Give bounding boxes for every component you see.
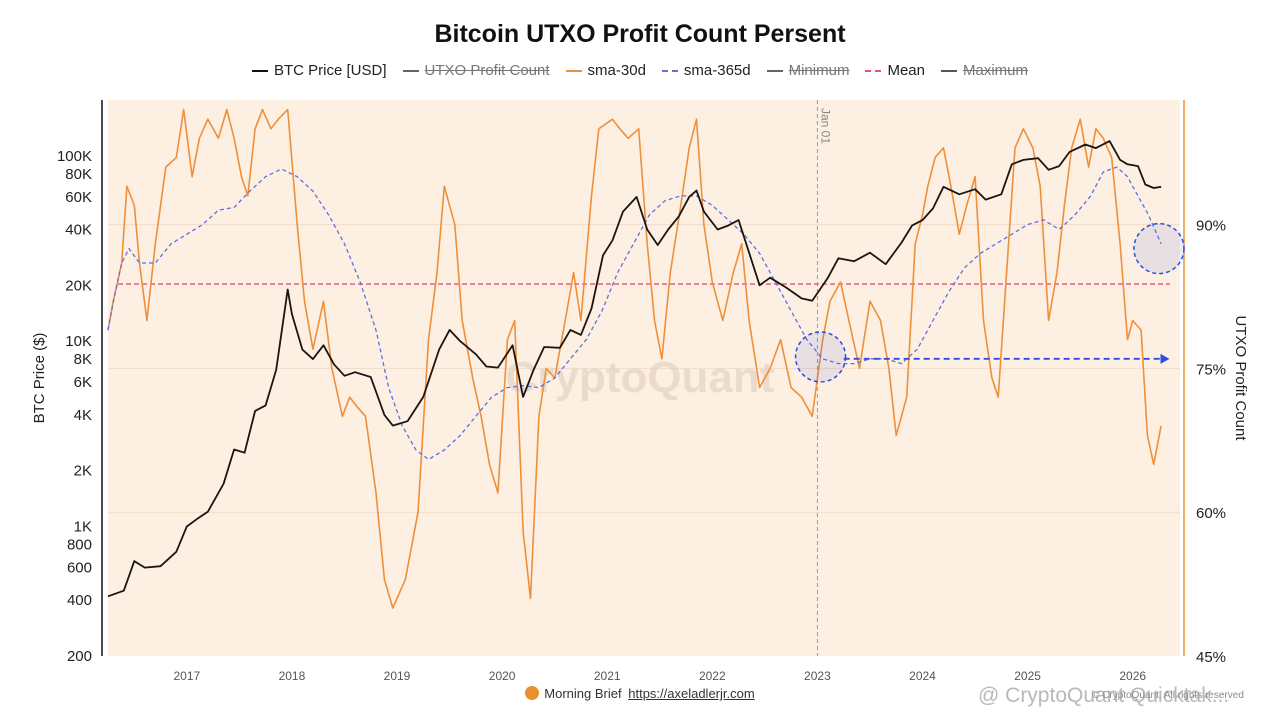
footer: Morning Brief https://axeladlerjr.com — [0, 686, 1280, 701]
y-left-tick-label: 80K — [65, 166, 92, 183]
y-right-tick-label: 75% — [1196, 361, 1226, 378]
footer-link[interactable]: https://axeladlerjr.com — [628, 686, 755, 701]
x-tick-label: 2026 — [1119, 669, 1146, 683]
y-right-tick-label: 90% — [1196, 218, 1226, 235]
legend-item[interactable]: Maximum — [940, 62, 1028, 79]
y-left-tick-label: 100K — [57, 148, 92, 165]
legend-swatch — [251, 69, 268, 72]
x-tick-label: 2025 — [1014, 669, 1041, 683]
legend-item[interactable]: Mean — [865, 62, 925, 79]
legend-swatch — [940, 69, 957, 72]
y-right-tick-label: 45% — [1196, 649, 1226, 666]
legend-label: UTXO Profit Count — [424, 62, 550, 79]
x-tick-label: 2018 — [279, 669, 306, 683]
x-tick-label: 2020 — [489, 669, 516, 683]
projection-arrow-head — [1160, 353, 1170, 364]
y-left-tick-label: 1K — [74, 518, 92, 535]
coin-icon — [525, 686, 540, 700]
x-tick-label: 2023 — [804, 669, 831, 683]
y-right-axis-title: UTXO Profit Count — [1232, 315, 1249, 441]
legend-item[interactable]: BTC Price [USD] — [251, 62, 387, 79]
y-left-tick-label: 800 — [67, 536, 92, 553]
legend-swatch — [661, 69, 678, 72]
y-left-tick-label: 60K — [65, 189, 92, 206]
legend-swatch — [565, 69, 582, 72]
footer-prefix: Morning Brief — [544, 686, 622, 701]
series-btc-price-usd — [107, 140, 1162, 598]
highlight-marker — [1133, 222, 1185, 275]
legend-item[interactable]: Minimum — [766, 62, 850, 79]
y-left-tick-label: 400 — [67, 592, 92, 609]
legend: BTC Price [USD] UTXO Profit Count sma-30d s… — [0, 62, 1280, 79]
x-tick-label: 2017 — [173, 669, 200, 683]
y-left-axis-title: BTC Price ($) — [31, 333, 48, 424]
legend-item[interactable]: sma-365d — [661, 62, 751, 79]
legend-label: sma-365d — [683, 62, 751, 79]
legend-swatch — [865, 69, 882, 72]
series-sma-365d — [107, 166, 1162, 461]
x-tick-label: 2021 — [594, 669, 621, 683]
x-tick-label: 2019 — [384, 669, 411, 683]
legend-label: Minimum — [788, 62, 850, 79]
y-left-tick-label: 600 — [67, 560, 92, 577]
y-left-tick-label: 20K — [65, 277, 92, 294]
y-left-tick-label: 2K — [74, 463, 92, 480]
y-left-tick-label: 200 — [67, 648, 92, 665]
y-left-tick-label: 4K — [74, 407, 92, 424]
y-right-tick-label: 60% — [1196, 505, 1226, 522]
legend-label: Mean — [887, 62, 925, 79]
bottom-watermark: @ CryptoQuant Quicktak... — [978, 684, 1230, 707]
legend-swatch — [766, 69, 783, 72]
highlight-marker — [794, 331, 847, 383]
y-left-tick-label: 10K — [65, 333, 92, 350]
legend-item[interactable]: UTXO Profit Count — [402, 62, 550, 79]
annotation-label: Jan 01 — [818, 108, 832, 144]
y-left-tick-label: 40K — [65, 222, 92, 239]
legend-item[interactable]: sma-30d — [565, 62, 646, 79]
copyright: © CryptoQuant. All rights reserved — [1092, 690, 1244, 701]
legend-swatch — [402, 69, 419, 72]
watermark-text: CryptoQuant — [506, 353, 775, 402]
legend-label: BTC Price [USD] — [273, 62, 387, 79]
legend-label: sma-30d — [587, 62, 646, 79]
legend-label: Maximum — [962, 62, 1028, 79]
chart-title: Bitcoin UTXO Profit Count Persent — [434, 20, 846, 48]
y-left-tick-label: 8K — [74, 351, 92, 368]
y-left-tick-label: 6K — [74, 374, 92, 391]
x-tick-label: 2024 — [909, 669, 936, 683]
x-tick-label: 2022 — [699, 669, 726, 683]
series-sma-30d — [107, 108, 1162, 609]
